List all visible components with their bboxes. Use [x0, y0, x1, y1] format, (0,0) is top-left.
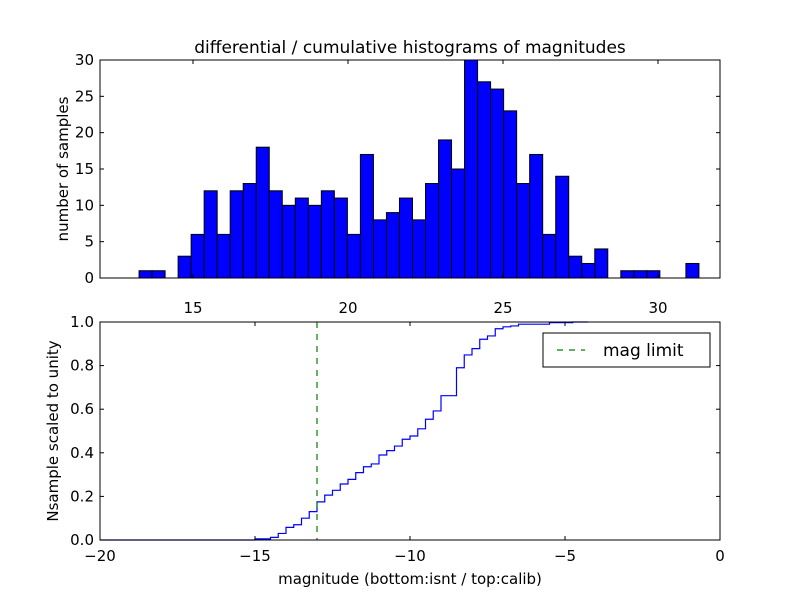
histogram-bar — [516, 183, 531, 279]
histogram-bar — [633, 270, 648, 279]
bottom-y-tick-label: 0.4 — [70, 444, 94, 462]
bottom-y-axis-label: Nsample scaled to unity — [44, 340, 62, 521]
legend-label: mag limit — [603, 341, 684, 361]
top-x-tick-label: 20 — [338, 299, 357, 317]
histogram-bar — [190, 233, 205, 279]
histogram-bar — [685, 262, 700, 279]
histogram-bar — [464, 59, 479, 279]
histogram-bar — [138, 270, 153, 279]
bottom-y-tick-label: 0.2 — [70, 487, 94, 505]
top-y-tick-label: 10 — [75, 196, 94, 214]
histogram-bar — [425, 183, 440, 279]
bottom-y-tick-label: 0.8 — [70, 357, 94, 375]
histogram-bar — [216, 233, 231, 279]
cumulative-step-line — [100, 321, 589, 541]
top-y-tick-label: 30 — [75, 51, 94, 69]
histogram-bar — [385, 212, 400, 279]
bottom-x-tick-label: −10 — [394, 547, 426, 565]
histogram-bar — [411, 219, 427, 279]
histogram-bar — [268, 190, 283, 279]
histogram-bar — [307, 204, 322, 279]
histogram-axes: 15 20 25 30 0 5 10 15 20 25 30 — [75, 51, 721, 317]
top-y-tick-label: 0 — [84, 269, 94, 287]
bottom-x-tick-label: −20 — [84, 547, 116, 565]
histogram-bar — [620, 270, 635, 279]
histogram-bar — [438, 139, 453, 279]
chart-title: differential / cumulative histograms of … — [194, 38, 626, 58]
bottom-y-tick-label: 0.0 — [70, 531, 94, 549]
histogram-bar — [255, 146, 270, 279]
histogram-bar — [229, 190, 244, 279]
histogram-bar — [242, 183, 257, 279]
histogram-bar — [333, 197, 348, 279]
histogram-bar — [529, 153, 544, 279]
top-y-axis-label: number of samples — [54, 96, 72, 241]
histogram-bar — [372, 219, 387, 279]
top-x-tick-label: 25 — [493, 299, 512, 317]
histogram-bar — [490, 88, 505, 279]
histogram-bar — [568, 255, 583, 279]
histogram-bar — [594, 248, 609, 279]
histogram-bar — [203, 190, 218, 279]
histogram-bar — [555, 175, 570, 279]
histogram-bar — [503, 110, 518, 279]
histogram-bar — [359, 153, 374, 279]
histogram-bar — [542, 233, 557, 279]
x-axis-label: magnitude (bottom:isnt / top:calib) — [278, 570, 542, 588]
bottom-y-tick-label: 1.0 — [70, 313, 94, 331]
bottom-x-tick-label: 0 — [715, 547, 725, 565]
top-x-tick-label: 15 — [183, 299, 202, 317]
histogram-bar — [177, 255, 192, 279]
bottom-y-tick-label: 0.6 — [70, 400, 94, 418]
histogram-bar — [281, 204, 296, 279]
histogram-bar — [398, 197, 413, 279]
cumulative-axes: −20 −15 −10 −5 0 0.0 0.2 0.4 0.6 0.8 1.0 — [70, 313, 725, 565]
histogram-bar — [581, 262, 596, 279]
top-y-tick-label: 20 — [75, 124, 94, 142]
histogram-bar — [451, 168, 466, 279]
top-x-tick-label: 30 — [648, 299, 667, 317]
histogram-bar — [294, 197, 309, 279]
histogram-bar — [346, 233, 361, 279]
legend: mag limit — [542, 332, 711, 368]
histogram-bar — [477, 81, 492, 279]
bottom-x-tick-label: −15 — [239, 547, 271, 565]
histogram-bar — [320, 190, 335, 279]
top-y-tick-label: 5 — [84, 233, 94, 251]
top-y-tick-label: 15 — [75, 160, 94, 178]
bottom-x-tick-label: −5 — [554, 547, 576, 565]
top-y-tick-label: 25 — [75, 87, 94, 105]
histogram-bar — [151, 270, 166, 279]
